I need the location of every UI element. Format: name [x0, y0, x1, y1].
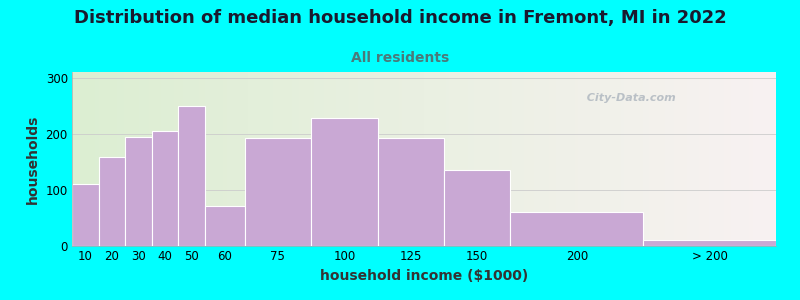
Bar [205, 206, 245, 246]
Bar [72, 184, 98, 246]
Bar [444, 170, 510, 246]
Bar [152, 131, 178, 246]
Bar [178, 106, 205, 246]
Text: Distribution of median household income in Fremont, MI in 2022: Distribution of median household income … [74, 9, 726, 27]
Bar [643, 240, 776, 246]
Bar [510, 212, 643, 246]
Bar [378, 138, 444, 246]
Y-axis label: households: households [26, 114, 40, 204]
Bar [245, 138, 311, 246]
Text: City-Data.com: City-Data.com [579, 93, 676, 103]
Bar [311, 118, 378, 246]
X-axis label: household income ($1000): household income ($1000) [320, 269, 528, 283]
Text: All residents: All residents [351, 51, 449, 65]
Bar [125, 136, 152, 246]
Bar [98, 157, 125, 246]
